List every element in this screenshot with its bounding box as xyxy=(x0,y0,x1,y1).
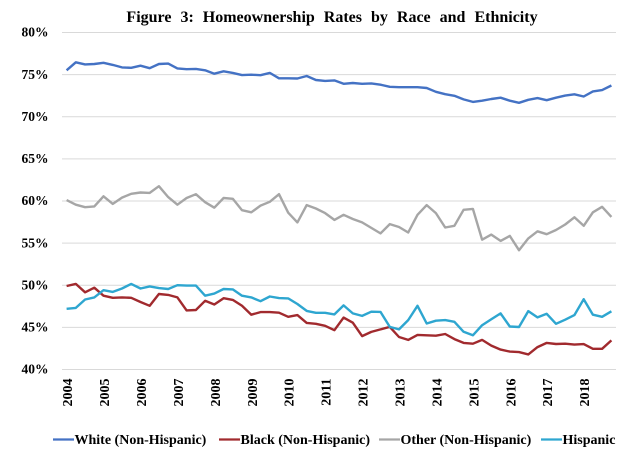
svg-text:Hispanic: Hispanic xyxy=(563,433,616,448)
svg-text:40%: 40% xyxy=(22,362,49,377)
svg-text:Black (Non-Hispanic): Black (Non-Hispanic) xyxy=(241,433,371,448)
svg-text:2006: 2006 xyxy=(135,379,150,407)
svg-text:2008: 2008 xyxy=(209,379,224,407)
svg-text:2010: 2010 xyxy=(283,379,298,407)
svg-text:65%: 65% xyxy=(22,151,49,166)
svg-text:70%: 70% xyxy=(22,109,49,124)
svg-text:2013: 2013 xyxy=(394,379,409,407)
svg-text:50%: 50% xyxy=(22,277,49,292)
svg-text:2005: 2005 xyxy=(98,379,113,407)
svg-text:80%: 80% xyxy=(22,25,49,40)
svg-text:2009: 2009 xyxy=(246,379,261,407)
svg-text:60%: 60% xyxy=(22,193,49,208)
svg-text:2018: 2018 xyxy=(578,379,593,407)
svg-text:55%: 55% xyxy=(22,235,49,250)
svg-text:Figure 3: Homeownership Rates: Figure 3: Homeownership Rates by Race an… xyxy=(126,9,537,26)
svg-text:2017: 2017 xyxy=(541,379,556,407)
svg-text:2007: 2007 xyxy=(172,379,187,407)
svg-text:2014: 2014 xyxy=(430,379,445,407)
svg-text:45%: 45% xyxy=(22,320,49,335)
svg-text:2015: 2015 xyxy=(467,379,482,407)
svg-text:2016: 2016 xyxy=(504,379,519,407)
svg-text:Other (Non-Hispanic): Other (Non-Hispanic) xyxy=(401,433,532,448)
svg-text:White (Non-Hispanic): White (Non-Hispanic) xyxy=(75,433,207,448)
svg-text:2011: 2011 xyxy=(320,379,335,406)
svg-text:75%: 75% xyxy=(22,67,49,82)
svg-text:2012: 2012 xyxy=(357,379,372,407)
svg-text:2004: 2004 xyxy=(61,379,76,407)
